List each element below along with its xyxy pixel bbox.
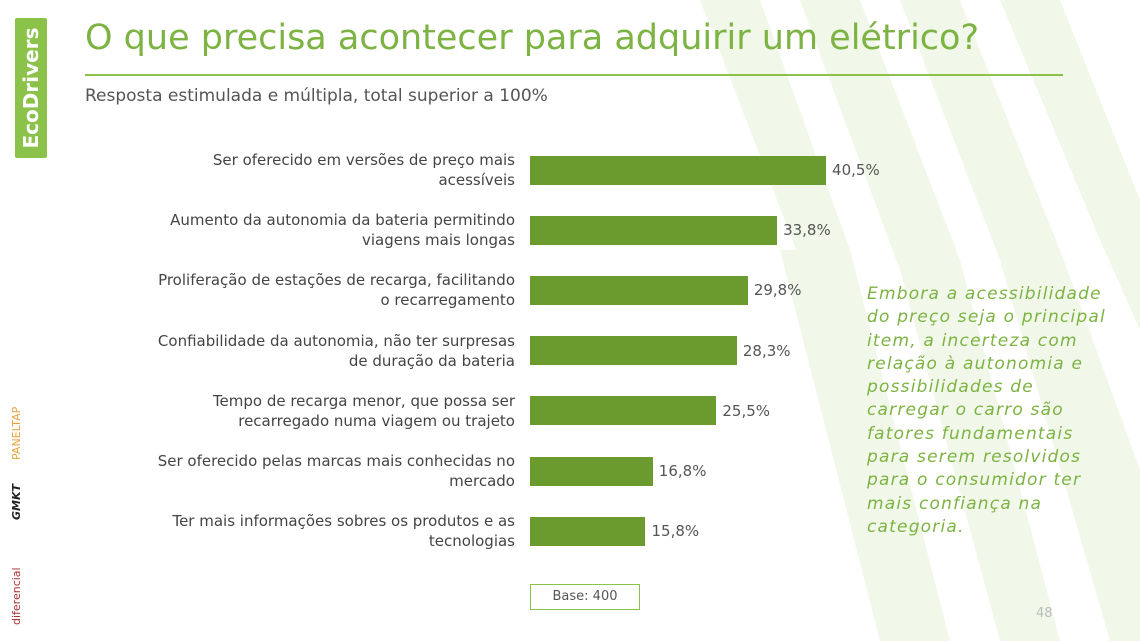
value-label: 16,8% xyxy=(658,462,707,480)
category-label: Aumento da autonomia da bateria permitin… xyxy=(170,211,515,250)
category-label: Proliferação de estações de recarga, fac… xyxy=(158,271,515,310)
annotation: Embora a acessibilidade do preço seja o … xyxy=(867,284,1106,537)
bar xyxy=(530,336,737,366)
paneltap-logo: PANELTAP xyxy=(10,406,23,460)
subtitle: Resposta estimulada e múltipla, total su… xyxy=(85,86,548,106)
page-number: 48 xyxy=(1036,606,1053,621)
value-label: 15,8% xyxy=(651,522,700,541)
bar xyxy=(530,275,748,305)
bar xyxy=(530,215,778,245)
ecodrivers-logo: EcoDrivers xyxy=(15,18,47,158)
bar xyxy=(530,516,646,546)
category-label: Confiabilidade da autonomia, não ter sur… xyxy=(157,331,515,370)
bar xyxy=(530,396,717,426)
category-label: Tempo de recarga menor, que possa ser re… xyxy=(212,391,515,430)
title-rule xyxy=(85,74,1063,76)
value-label: 33,8% xyxy=(783,221,831,240)
value-label: 25,5% xyxy=(722,401,771,420)
diferencial-logo: diferencial xyxy=(10,567,23,625)
category-label: Ser oferecido em versões de preço mais a… xyxy=(212,151,515,189)
value-label: 28,3% xyxy=(742,341,791,360)
logo-text: EcoDrivers xyxy=(19,27,43,149)
gmkt-logo: GMKT xyxy=(10,483,23,520)
bar xyxy=(530,155,827,185)
category-label: Ter mais informações sobres os produtos … xyxy=(172,512,515,551)
value-label: 29,8% xyxy=(753,281,802,300)
bar xyxy=(530,456,653,486)
value-label: 40,5% xyxy=(832,161,880,179)
title: O que precisa acontecer para adquirir um… xyxy=(85,18,980,58)
base-note: Base: 400 xyxy=(530,584,640,610)
category-label: Ser oferecido pelas marcas mais conhecid… xyxy=(157,452,515,490)
